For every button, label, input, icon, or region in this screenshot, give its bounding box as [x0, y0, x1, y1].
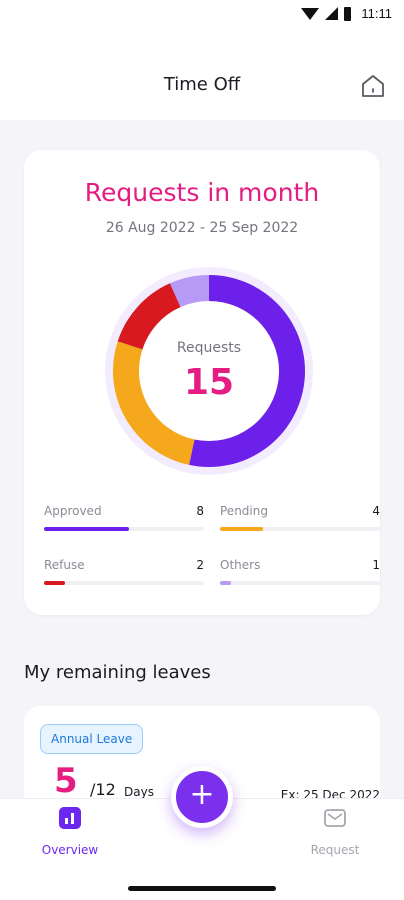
stat-bar-others [220, 581, 231, 585]
nav-overview-label: Overview [41, 843, 99, 857]
donut-segment-pending [112, 341, 195, 465]
app-bar: Time Off [0, 30, 404, 120]
days-unit: Days [124, 785, 154, 799]
add-request-button[interactable]: + [171, 766, 233, 828]
requests-summary-card: Requests in month 26 Aug 2022 - 25 Sep 2… [24, 150, 380, 615]
home-indicator [128, 886, 276, 891]
stat-value: 2 [196, 558, 204, 572]
stat-track [44, 527, 204, 531]
donut-segment-others [169, 275, 209, 308]
requests-donut-chart [105, 267, 313, 475]
stat-value: 8 [196, 504, 204, 518]
donut-segment-approved [189, 275, 305, 467]
wifi-icon [301, 7, 320, 20]
date-range: 26 Aug 2022 - 25 Sep 2022 [105, 220, 299, 236]
nav-request-label: Request [310, 843, 360, 857]
stat-label: Pending [220, 504, 268, 518]
status-time: 11:11 [361, 6, 392, 21]
stat-others: Others 1 [220, 558, 380, 592]
stat-approved: Approved 8 [44, 504, 204, 538]
stat-label: Refuse [44, 558, 85, 572]
stat-value: 4 [372, 504, 380, 518]
chart-icon [59, 807, 81, 829]
signal-icon [325, 7, 339, 20]
nav-request[interactable]: Request [290, 807, 380, 857]
stat-label: Others [220, 558, 261, 572]
leave-type-chip: Annual Leave [40, 724, 144, 754]
donut-inner [139, 301, 279, 441]
status-bar: 11:11 [0, 0, 404, 30]
donut-segment-refuse [117, 283, 181, 350]
stat-track [220, 527, 380, 531]
bottom-nav: Overview Request [0, 798, 404, 900]
stat-label: Approved [44, 504, 102, 518]
stat-track [220, 581, 380, 585]
stat-bar-refuse [44, 581, 66, 585]
remaining-days: 5 [54, 761, 78, 801]
donut-center-label: Requests [176, 340, 242, 356]
page-title: Time Off [163, 74, 241, 95]
battery-icon [344, 6, 352, 21]
remaining-leaves-title: My remaining leaves [24, 662, 211, 683]
home-icon[interactable] [360, 73, 386, 99]
stat-refuse: Refuse 2 [44, 558, 204, 592]
stat-bar-approved [44, 527, 130, 531]
summary-title: Requests in month [84, 178, 320, 207]
request-icon [324, 807, 346, 829]
stat-track [44, 581, 204, 585]
stat-bar-pending [220, 527, 263, 531]
stat-pending: Pending 4 [220, 504, 380, 538]
nav-overview[interactable]: Overview [25, 807, 115, 857]
total-days: /12 [90, 780, 116, 799]
stat-value: 1 [372, 558, 380, 572]
donut-total: 15 [183, 362, 235, 403]
